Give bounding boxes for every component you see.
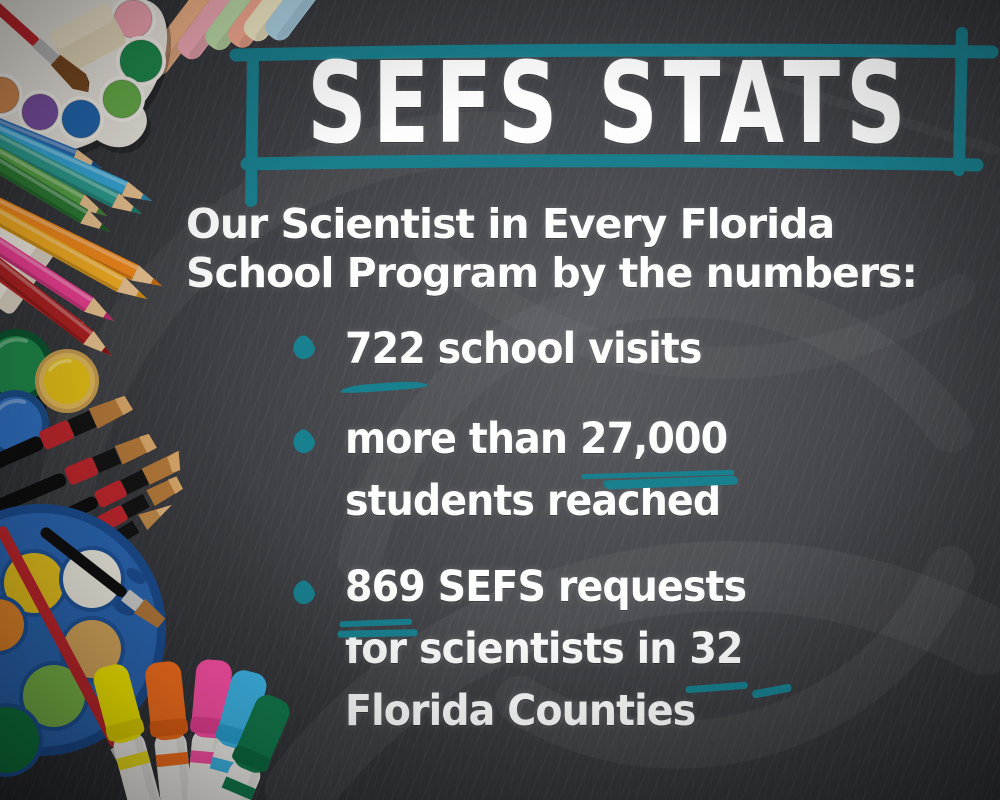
colored-pencils-icon: [0, 31, 152, 232]
stat-label-visits: school visits: [424, 324, 703, 374]
poster-title-text: SEFS STATS: [306, 39, 912, 169]
marker-pens-icon: [93, 659, 290, 800]
palette-eraser-icon: [50, 4, 126, 72]
stat-school-visits: 722 school visits: [289, 318, 985, 380]
poster-title: SEFS STATS: [253, 39, 965, 169]
palette-paintbrush-icon: [0, 0, 90, 93]
stat-prefix-students: more than: [345, 414, 581, 464]
stat-number-32: 32: [689, 618, 743, 680]
stat-sefs-requests-text: 869 SEFS requests for scientists in 32 Flo…: [345, 556, 934, 742]
intro-text: Our Scientist in Every Florida School Pro…: [186, 200, 918, 298]
stat-label-requests: SEFS requests: [424, 562, 747, 612]
stat-number-27000: 27,000: [580, 408, 728, 470]
small-paintbrush-icon: [40, 527, 166, 628]
stat-sefs-requests: 869 SEFS requests for scientists in 32 Flo…: [289, 556, 985, 742]
chalk-swirl-marks: [32, 55, 1000, 800]
stat-school-visits-text: 722 school visits: [345, 318, 934, 380]
stat-students-reached-text: more than 27,000 students reached: [345, 408, 934, 532]
intro-line-1: Our Scientist in Every Florida: [186, 200, 835, 248]
intro-line-2: School Program by the numbers:: [186, 249, 918, 297]
colored-pencils-icon-2: [0, 124, 162, 356]
title-frame: [229, 27, 999, 207]
watercolor-palette-icon: [0, 0, 172, 161]
stat-number-869: 869: [345, 556, 426, 618]
stat-students-reached: more than 27,000 students reached: [289, 408, 985, 532]
stat-line3: Florida Counties: [345, 686, 696, 736]
stat-number-722: 722: [345, 318, 426, 380]
